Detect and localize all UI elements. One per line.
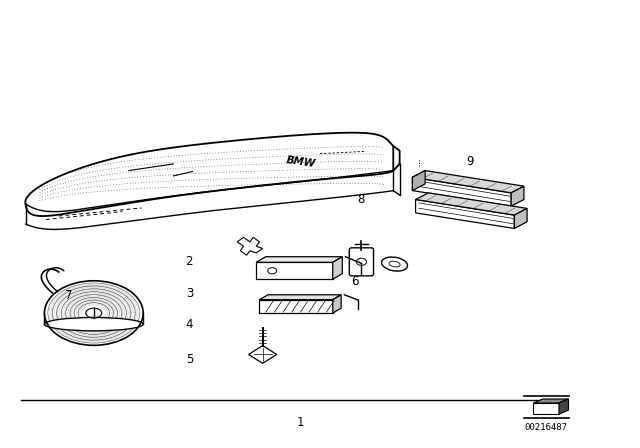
Polygon shape bbox=[534, 403, 559, 414]
Polygon shape bbox=[248, 345, 276, 363]
Text: 7: 7 bbox=[65, 289, 72, 302]
Text: 3: 3 bbox=[186, 287, 193, 300]
Text: 4: 4 bbox=[186, 318, 193, 331]
Polygon shape bbox=[256, 257, 342, 262]
Polygon shape bbox=[412, 171, 524, 193]
Text: 6: 6 bbox=[351, 276, 359, 289]
Polygon shape bbox=[259, 295, 341, 300]
Text: 1: 1 bbox=[297, 416, 305, 429]
Text: 5: 5 bbox=[186, 353, 193, 366]
Polygon shape bbox=[415, 199, 515, 228]
Polygon shape bbox=[412, 171, 425, 190]
Text: 8: 8 bbox=[358, 193, 365, 206]
Text: BMW: BMW bbox=[285, 155, 316, 169]
Polygon shape bbox=[237, 237, 262, 255]
Polygon shape bbox=[515, 208, 527, 228]
Ellipse shape bbox=[44, 318, 143, 331]
FancyBboxPatch shape bbox=[349, 248, 374, 276]
Text: 2: 2 bbox=[186, 255, 193, 268]
Text: 9: 9 bbox=[466, 155, 474, 168]
Polygon shape bbox=[412, 177, 511, 206]
Polygon shape bbox=[534, 399, 568, 403]
Polygon shape bbox=[559, 399, 568, 414]
Text: 00216487: 00216487 bbox=[525, 423, 568, 432]
Polygon shape bbox=[259, 300, 333, 313]
Polygon shape bbox=[511, 186, 524, 206]
Polygon shape bbox=[415, 193, 527, 215]
Polygon shape bbox=[333, 295, 341, 313]
Polygon shape bbox=[333, 257, 342, 279]
Polygon shape bbox=[256, 262, 333, 279]
